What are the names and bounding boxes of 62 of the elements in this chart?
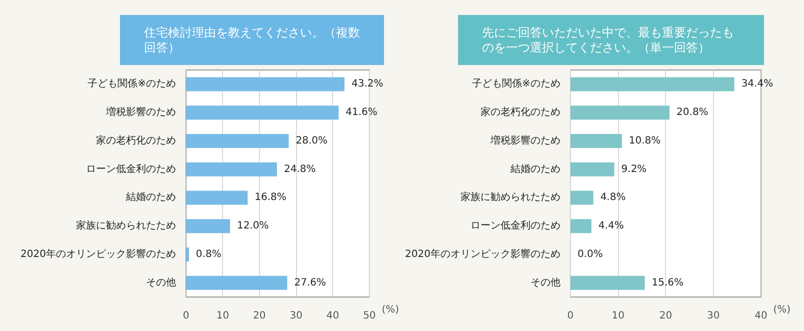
data-label: 34.4% — [741, 78, 774, 90]
x-tick-label: 40 — [326, 310, 340, 322]
data-label: 9.2% — [621, 164, 647, 175]
data-label: 15.6% — [652, 277, 684, 288]
data-label: 4.4% — [598, 220, 624, 232]
data-label: 28.0% — [296, 135, 328, 146]
bar — [570, 77, 734, 92]
x-tick-label: 10 — [612, 310, 624, 322]
y-tick-label: 家の老朽化のため — [480, 106, 560, 118]
y-tick-label: 増税影響のため — [105, 106, 176, 118]
bar — [186, 219, 230, 234]
x-tick-label: 0 — [182, 310, 190, 322]
x-tick-label: 40 — [754, 310, 768, 322]
data-label: 0.8% — [196, 248, 222, 260]
bar — [570, 134, 622, 148]
bar — [186, 106, 339, 120]
bar — [186, 162, 277, 176]
data-label: 12.0% — [237, 220, 269, 232]
chart-title: 先にご回答いただいた中で、最も重要だったものを一つ選択してください。（単一回答） — [482, 26, 734, 54]
y-tick-label: 家の老朽化のため — [96, 134, 176, 146]
data-label: 0.0% — [577, 248, 603, 260]
x-tick-label: 50 — [363, 310, 376, 322]
y-tick-label: 増税影響のため — [489, 134, 560, 146]
y-tick-label: 結婚のため — [125, 192, 176, 204]
bar — [186, 77, 344, 92]
y-tick-label: ローン低金利のため — [86, 162, 176, 175]
y-tick-label: 家族に勧められたため — [76, 220, 176, 232]
x-tick-label: 20 — [659, 310, 672, 322]
y-tick-label: ローン低金利のため — [470, 220, 560, 232]
bar — [570, 106, 670, 120]
x-axis-title: (%) — [382, 304, 400, 316]
x-tick-label: 30 — [290, 310, 302, 322]
data-label: 20.8% — [676, 107, 708, 118]
y-tick-label: 子ども関係※のため — [472, 78, 560, 90]
bar — [186, 276, 288, 290]
bar — [186, 134, 289, 148]
bar — [570, 276, 645, 290]
bar — [570, 162, 614, 176]
data-label: 27.6% — [294, 277, 326, 288]
data-label: 10.8% — [628, 135, 661, 146]
data-label: 43.2% — [351, 78, 384, 90]
x-axis-title: (%) — [773, 304, 791, 316]
data-label: 24.8% — [284, 164, 316, 175]
data-label: 16.8% — [254, 192, 286, 204]
y-tick-label: 家族に勧められたため — [460, 191, 560, 204]
bar — [186, 247, 189, 262]
data-label: 41.6% — [346, 107, 378, 118]
x-tick-label: 30 — [706, 310, 720, 322]
x-tick-label: 10 — [216, 310, 230, 322]
y-tick-label: 子ども関係※のため — [88, 78, 176, 90]
bar — [186, 190, 248, 205]
chart-title: 住宅検討理由を教えてください。（複数回答） — [143, 26, 360, 54]
y-tick-label: その他 — [530, 276, 560, 288]
bar — [570, 190, 594, 205]
y-tick-label: その他 — [146, 276, 176, 288]
y-tick-label: 2020年のオリンピック影響のため — [404, 248, 560, 260]
data-label: 4.8% — [600, 192, 626, 204]
y-tick-label: 結婚のため — [509, 164, 560, 175]
x-tick-label: 0 — [567, 310, 574, 322]
x-tick-label: 20 — [253, 310, 266, 322]
bar — [570, 219, 592, 234]
y-tick-label: 2020年のオリンピック影響のため — [20, 248, 176, 260]
